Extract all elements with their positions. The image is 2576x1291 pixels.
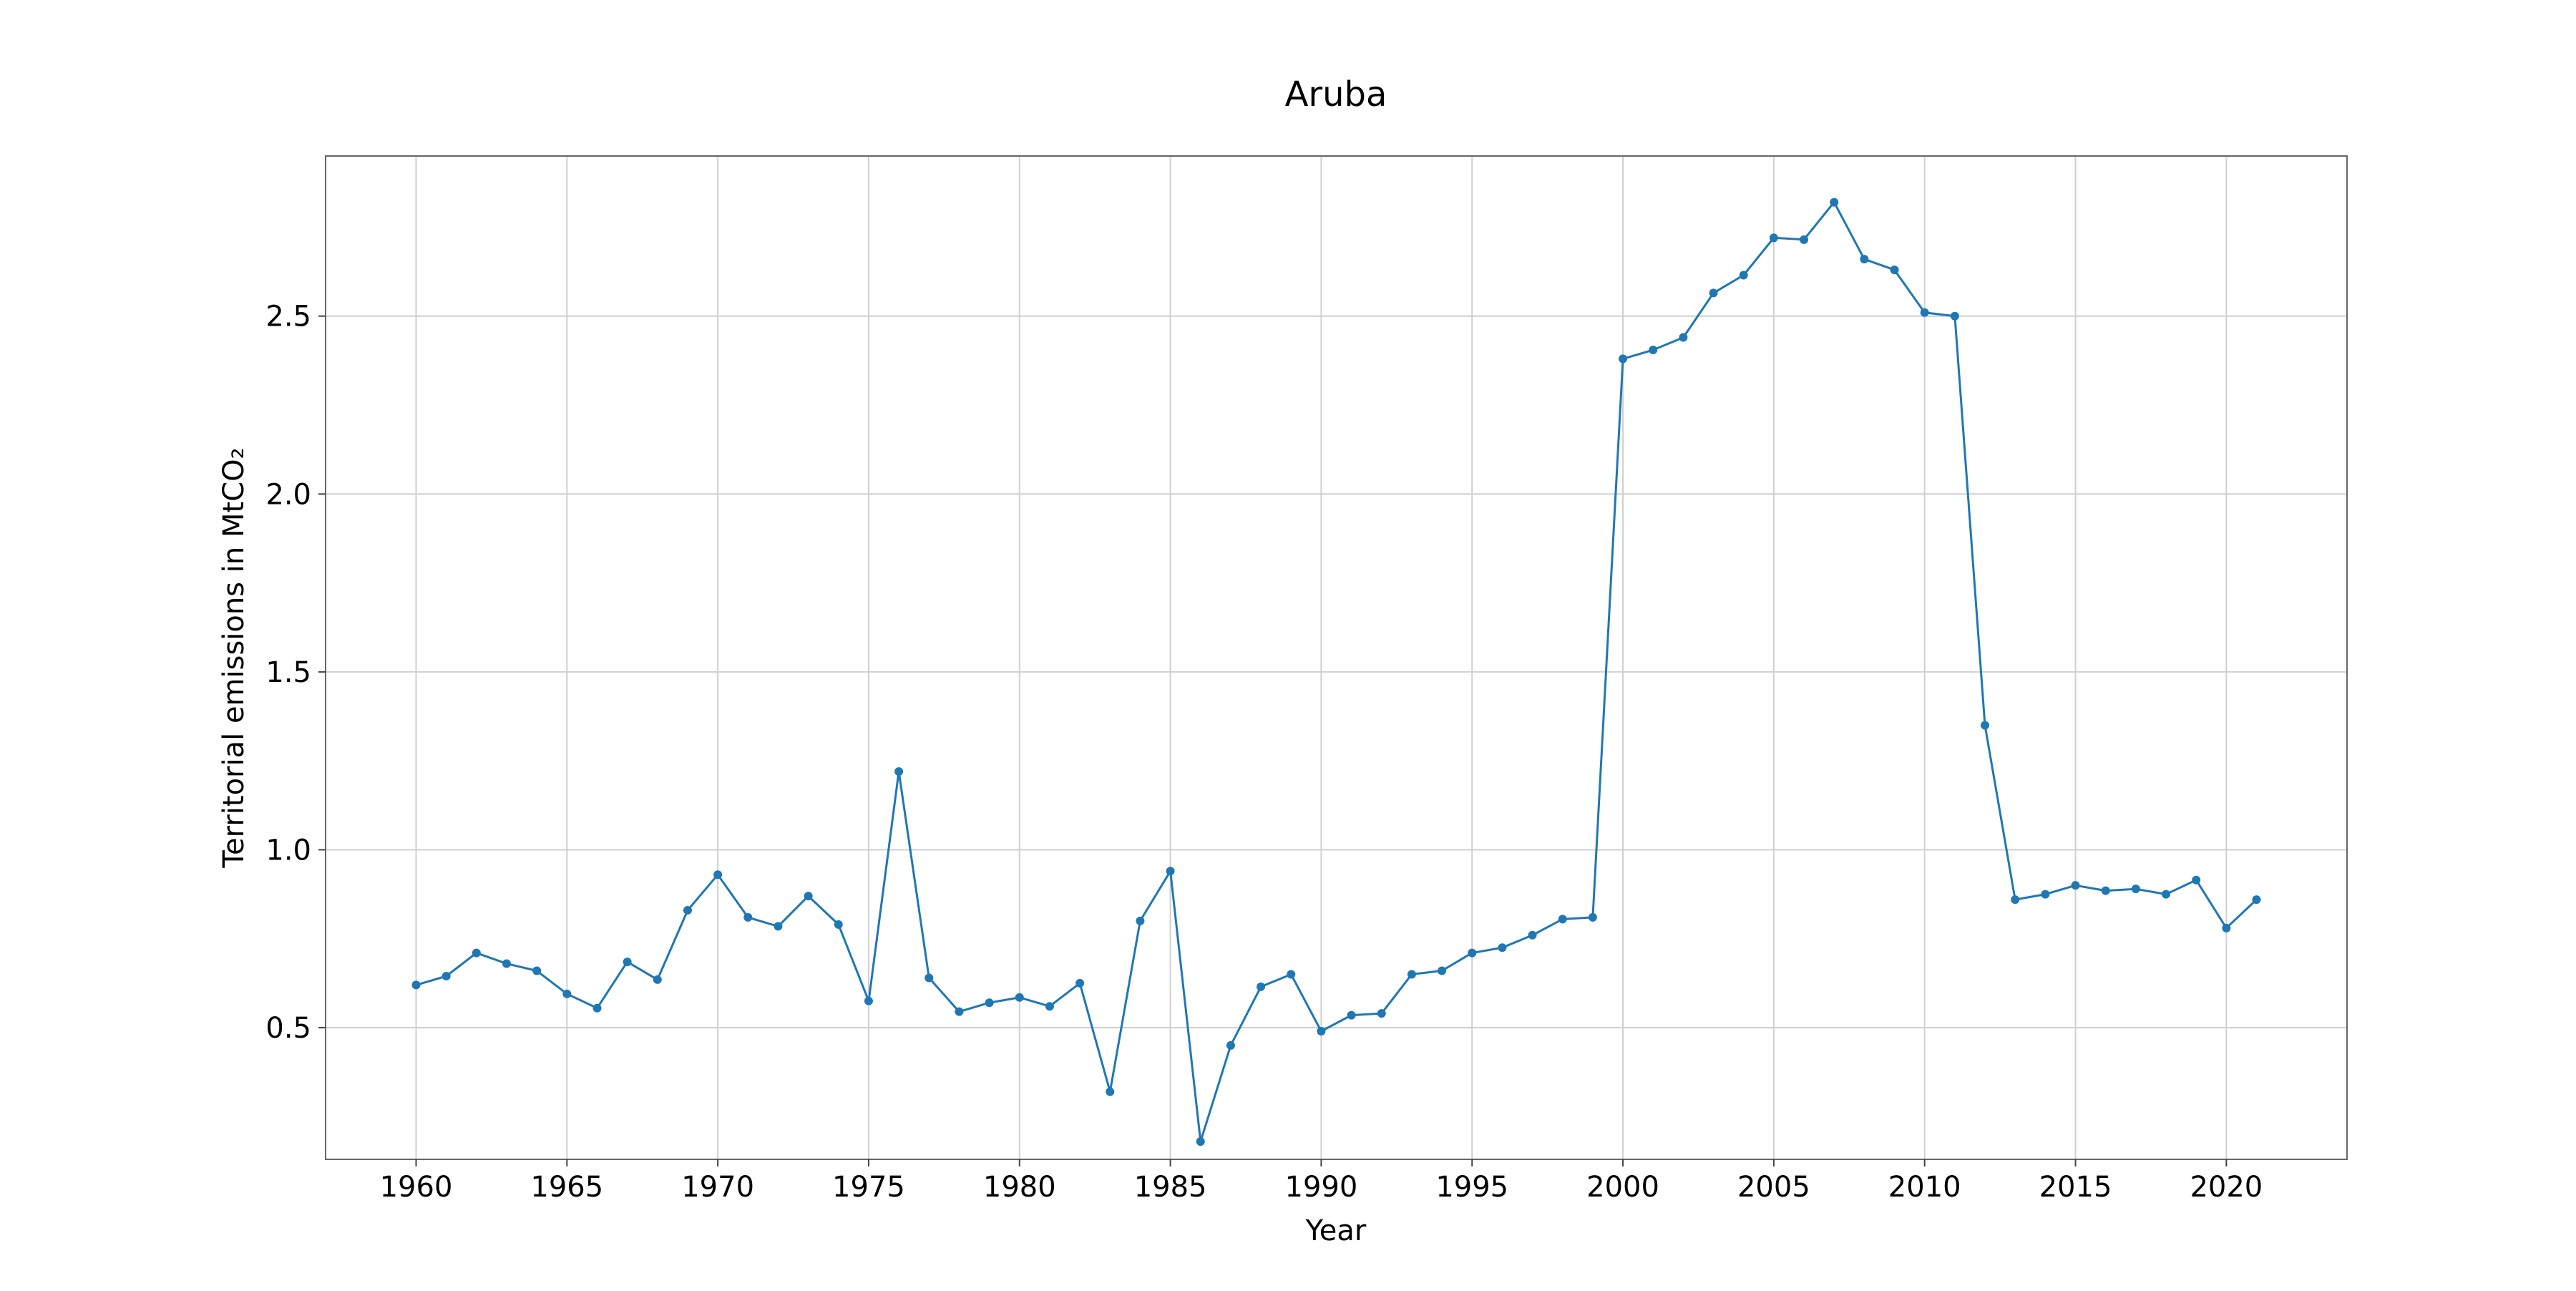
data-point — [1528, 930, 1537, 940]
data-point — [713, 870, 723, 880]
data-point — [2041, 890, 2050, 899]
data-point — [924, 973, 934, 983]
x-tick-label: 1965 — [530, 1171, 603, 1204]
y-tick-label: 0.5 — [265, 1012, 311, 1045]
x-tick-label: 1990 — [1285, 1171, 1358, 1204]
data-point — [2162, 890, 2171, 899]
y-axis-ticks: 0.5 1.0 1.5 2.0 2.5 — [265, 301, 326, 1045]
data-point — [1950, 311, 1959, 321]
data-point — [2252, 895, 2261, 905]
x-axis-label: Year — [1305, 1214, 1367, 1247]
data-point — [1347, 1010, 1356, 1020]
data-point — [1377, 1009, 1386, 1018]
y-tick-label: 2.5 — [265, 301, 311, 333]
data-point — [1588, 912, 1597, 922]
x-axis-ticks: 1960 1965 1970 1975 1980 1985 1990 1995 2000 2005… — [380, 1159, 2263, 1204]
data-point — [1136, 916, 1145, 925]
chart-title: Aruba — [1285, 74, 1387, 115]
data-point — [1166, 867, 1175, 876]
data-point — [532, 966, 542, 975]
data-point — [864, 996, 873, 1005]
x-tick-label: 1960 — [380, 1171, 453, 1204]
data-point — [1106, 1087, 1115, 1096]
data-point — [441, 971, 451, 980]
data-point — [1709, 288, 1718, 298]
x-tick-label: 1975 — [832, 1171, 905, 1204]
data-point — [955, 1007, 964, 1016]
data-point — [894, 767, 904, 776]
data-point — [804, 892, 813, 901]
x-tick-label: 2020 — [2190, 1171, 2263, 1204]
data-point — [623, 958, 632, 967]
x-tick-label: 2005 — [1737, 1171, 1810, 1204]
data-point — [985, 998, 994, 1008]
data-point — [1920, 308, 1929, 317]
data-point — [2192, 875, 2201, 885]
data-point — [1287, 970, 1296, 979]
data-point — [411, 980, 421, 990]
grid-lines — [326, 156, 2347, 1159]
data-point — [1498, 943, 1507, 953]
x-tick-label: 2010 — [1888, 1171, 1961, 1204]
data-point — [2101, 886, 2110, 895]
data-point — [502, 959, 511, 968]
y-axis-label: Territorial emissions in MtCO₂ — [218, 447, 250, 868]
data-point — [1800, 235, 1809, 244]
data-point — [1257, 982, 1266, 991]
y-tick-label: 1.5 — [265, 656, 311, 689]
x-tick-label: 2000 — [1586, 1171, 1659, 1204]
series-layer — [411, 198, 2261, 1146]
data-point — [1075, 978, 1085, 988]
x-tick-label: 1970 — [681, 1171, 754, 1204]
x-tick-label: 2015 — [2039, 1171, 2112, 1204]
data-point — [1739, 271, 1748, 280]
data-point — [1317, 1027, 1326, 1036]
y-tick-label: 1.0 — [265, 834, 311, 867]
data-point — [1649, 345, 1658, 354]
data-point — [1045, 1002, 1054, 1011]
x-tick-label: 1980 — [983, 1171, 1056, 1204]
data-point — [743, 912, 753, 922]
data-point — [683, 905, 692, 915]
data-point — [1981, 721, 1990, 730]
series-line — [416, 201, 2258, 1143]
data-point — [1438, 966, 1447, 975]
data-point — [1830, 198, 1839, 207]
data-point — [472, 948, 481, 958]
data-point — [1558, 915, 1567, 924]
x-tick-label: 1995 — [1435, 1171, 1508, 1204]
data-point — [653, 975, 662, 984]
data-point — [1619, 354, 1628, 364]
data-point — [562, 989, 572, 998]
data-point — [2071, 881, 2080, 890]
data-point — [1196, 1137, 1205, 1146]
data-point — [1679, 333, 1688, 342]
data-point — [592, 1003, 602, 1013]
data-point — [834, 920, 843, 929]
x-tick-label: 1985 — [1134, 1171, 1207, 1204]
data-point — [1226, 1041, 1235, 1050]
data-point — [774, 922, 783, 931]
data-point — [1468, 948, 1477, 958]
data-point — [1860, 255, 1869, 264]
plot-area-frame — [325, 155, 2348, 1160]
data-point — [1769, 233, 1778, 243]
data-point — [2011, 895, 2020, 905]
data-point — [1890, 265, 1899, 275]
y-tick-label: 2.0 — [265, 478, 311, 511]
data-point — [1015, 993, 1024, 1002]
data-point — [1407, 970, 1416, 979]
data-point — [2222, 923, 2231, 932]
data-point — [2131, 885, 2140, 894]
